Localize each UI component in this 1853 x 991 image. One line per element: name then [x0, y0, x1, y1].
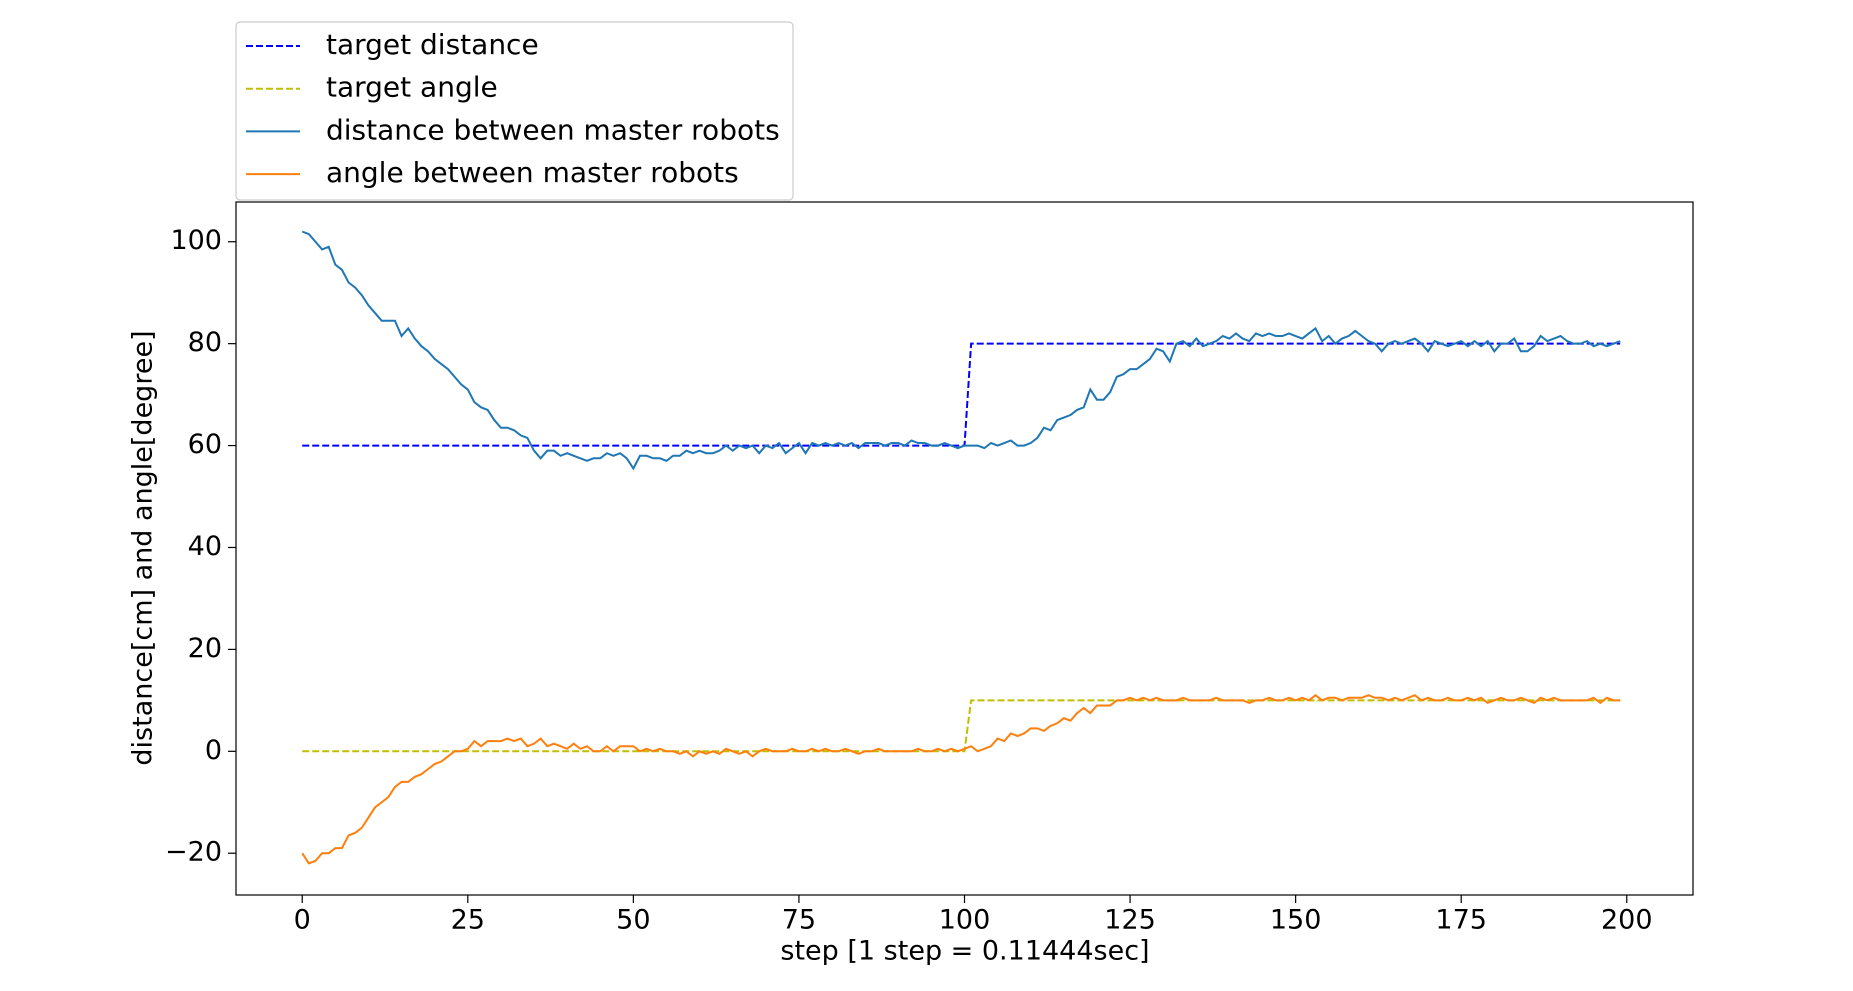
- y-tick-label: 80: [188, 327, 222, 358]
- y-axis-label: distance[cm] and angle[degree]: [128, 330, 159, 765]
- x-tick-label: 175: [1435, 905, 1487, 936]
- x-tick-label: 100: [939, 905, 991, 936]
- legend: target distance target angle distance betw…: [235, 21, 794, 201]
- legend-label: target angle: [326, 71, 498, 104]
- legend-box: [235, 21, 794, 201]
- x-tick-label: 50: [616, 905, 650, 936]
- y-tick-label: 100: [170, 225, 222, 256]
- y-tick-label: 40: [188, 531, 222, 562]
- x-tick-label: 125: [1104, 905, 1156, 936]
- y-tick-label: 20: [188, 633, 222, 664]
- y-tick-label: 60: [188, 429, 222, 460]
- plot-frame: [235, 201, 1694, 896]
- x-tick-label: 25: [451, 905, 485, 936]
- y-tick-label: −20: [165, 837, 222, 868]
- x-tick-label: 200: [1601, 905, 1653, 936]
- legend-label: distance between master robots: [326, 113, 780, 146]
- y-tick-label: 0: [205, 735, 222, 766]
- x-tick-label: 0: [294, 905, 311, 936]
- x-tick-label: 75: [782, 905, 816, 936]
- legend-label: target distance: [326, 28, 539, 61]
- x-tick-label: 150: [1270, 905, 1322, 936]
- series-line: [301, 230, 1621, 471]
- x-axis-label: step [1 step = 0.11444sec]: [780, 936, 1149, 967]
- legend-label: angle between master robots: [326, 156, 739, 189]
- series-line: [301, 693, 1621, 865]
